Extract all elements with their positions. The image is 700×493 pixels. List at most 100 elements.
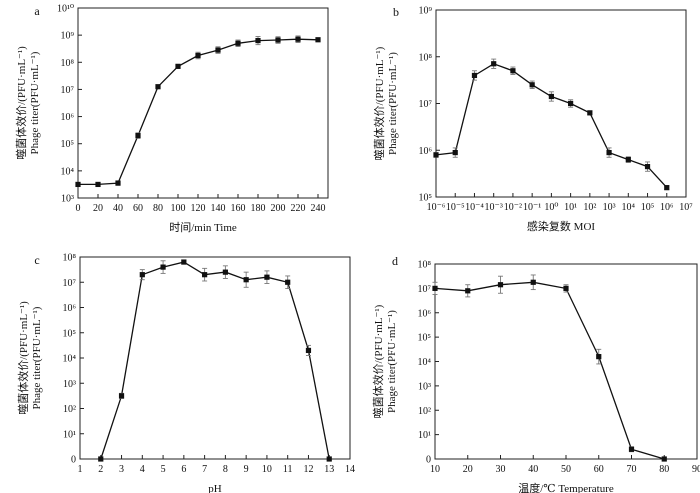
panel-letter: c (34, 253, 39, 267)
y-tick-label: 10¹ (418, 430, 431, 441)
data-point (596, 354, 602, 360)
data-point (75, 181, 81, 188)
y-axis-label: Phage titer(PFU·mL⁻¹) (31, 306, 43, 409)
x-tick-label: 90 (692, 464, 700, 475)
series-line (78, 38, 319, 186)
data-point (433, 152, 439, 158)
data-point (625, 157, 631, 163)
data-point (563, 285, 569, 291)
y-tick-label: 10⁷ (61, 85, 75, 96)
y-tick-label: 10¹ (63, 429, 76, 440)
y-tick-label: 0 (426, 455, 431, 466)
panel-letter: b (393, 5, 399, 19)
data-point (98, 456, 104, 462)
plot-frame (77, 7, 329, 199)
x-tick-label: 10⁻⁶ (427, 202, 446, 213)
y-tick-label: 10⁷ (419, 99, 433, 110)
y-tick-label: 10³ (61, 194, 74, 205)
x-tick-label: 50 (561, 464, 571, 475)
data-point (315, 37, 321, 43)
data-point (155, 84, 161, 90)
y-tick-label: 10⁵ (63, 328, 77, 339)
y-axis-label: 噬菌体效价/(PFU·mL⁻¹) (372, 46, 386, 160)
series-line (100, 261, 330, 460)
data-point (235, 40, 241, 46)
x-tick-label: 100 (171, 203, 186, 214)
data-point (181, 259, 187, 265)
x-tick-label: 10⁻⁵ (446, 202, 465, 213)
data-point (568, 100, 574, 107)
data-point (548, 93, 554, 100)
data-point (264, 274, 270, 280)
x-tick-label: 120 (191, 203, 206, 214)
x-tick-label: 40 (113, 203, 123, 214)
x-tick-label: 40 (528, 464, 538, 475)
x-tick-label: 10³ (603, 202, 616, 213)
x-tick-label: 140 (211, 203, 226, 214)
x-tick-label: 10 (430, 464, 440, 475)
data-point (587, 110, 593, 116)
y-axis-label: 噬菌体效价/(PFU·mL⁻¹) (371, 304, 385, 418)
data-point (661, 456, 667, 462)
x-tick-label: 6 (181, 464, 186, 475)
y-axis-label: Phage titer(PFU·mL⁻¹) (387, 52, 399, 155)
data-point (606, 149, 612, 156)
x-tick-label: 8 (223, 464, 228, 475)
x-tick-label: 1 (78, 464, 83, 475)
x-tick-label: 2 (98, 464, 103, 475)
y-tick-label: 10⁴ (63, 354, 77, 365)
x-axis-label: 感染复数 MOI (527, 219, 595, 233)
x-tick-label: 80 (153, 203, 163, 214)
x-tick-label: 10⁻¹ (523, 202, 541, 213)
x-tick-label: 10⁻² (504, 202, 522, 213)
y-axis-label: Phage titer(PFU·mL⁻¹) (386, 310, 398, 413)
data-point (529, 82, 535, 88)
y-tick-label: 10⁴ (418, 357, 432, 368)
x-tick-label: 7 (202, 464, 207, 475)
y-axis-label: Phage titer(PFU·mL⁻¹) (29, 51, 41, 154)
data-point (160, 264, 166, 270)
x-tick-label: 0 (76, 203, 81, 214)
plot-frame (434, 263, 698, 460)
data-point (195, 52, 201, 59)
chart-panel-d: 0 10¹ 10² 10³ 10⁴ 10⁵ 10⁶ 10⁷ 10⁸ 10 20 30 40 50 60 70 8… (371, 254, 700, 493)
x-tick-label: 60 (594, 464, 604, 475)
x-tick-label: 10⁵ (641, 202, 655, 213)
y-tick-label: 10⁷ (63, 278, 77, 289)
x-tick-label: 200 (271, 203, 286, 214)
y-tick-label: 10¹⁰ (57, 4, 74, 15)
x-tick-label: 10⁻⁴ (465, 202, 484, 213)
data-point (664, 185, 670, 191)
y-axis-label: 噬菌体效价/(PFU·mL⁻¹) (16, 301, 30, 415)
y-tick-label: 10⁵ (418, 333, 432, 344)
data-point (497, 282, 504, 288)
data-point (215, 47, 221, 53)
panel-letter: d (392, 254, 398, 268)
series-line (435, 63, 668, 189)
data-point (305, 347, 312, 354)
data-point (95, 181, 101, 188)
x-tick-label: 10⁷ (679, 202, 693, 213)
data-point (118, 393, 125, 399)
y-tick-label: 10⁵ (419, 193, 433, 204)
x-tick-label: 220 (291, 203, 306, 214)
x-tick-label: 160 (231, 203, 246, 214)
data-point (243, 277, 249, 283)
y-tick-label: 10² (63, 404, 76, 415)
y-tick-label: 10⁴ (61, 166, 75, 177)
x-tick-label: 9 (244, 464, 249, 475)
data-point (326, 456, 332, 462)
x-tick-label: 11 (283, 464, 293, 475)
data-point (530, 279, 536, 285)
panel-letter: a (34, 4, 40, 18)
x-tick-label: 10² (583, 202, 596, 213)
chart-panel-a: 10³ 10⁴ 10⁵ 10⁶ 10⁷ 10⁸ 10⁹ 10¹⁰ 0 20 40 60 80 100 120… (14, 4, 329, 234)
y-tick-label: 10⁹ (61, 31, 75, 42)
y-tick-label: 10⁷ (418, 284, 432, 295)
y-tick-label: 10⁸ (418, 260, 432, 271)
data-point (295, 36, 301, 42)
data-point (510, 68, 516, 74)
